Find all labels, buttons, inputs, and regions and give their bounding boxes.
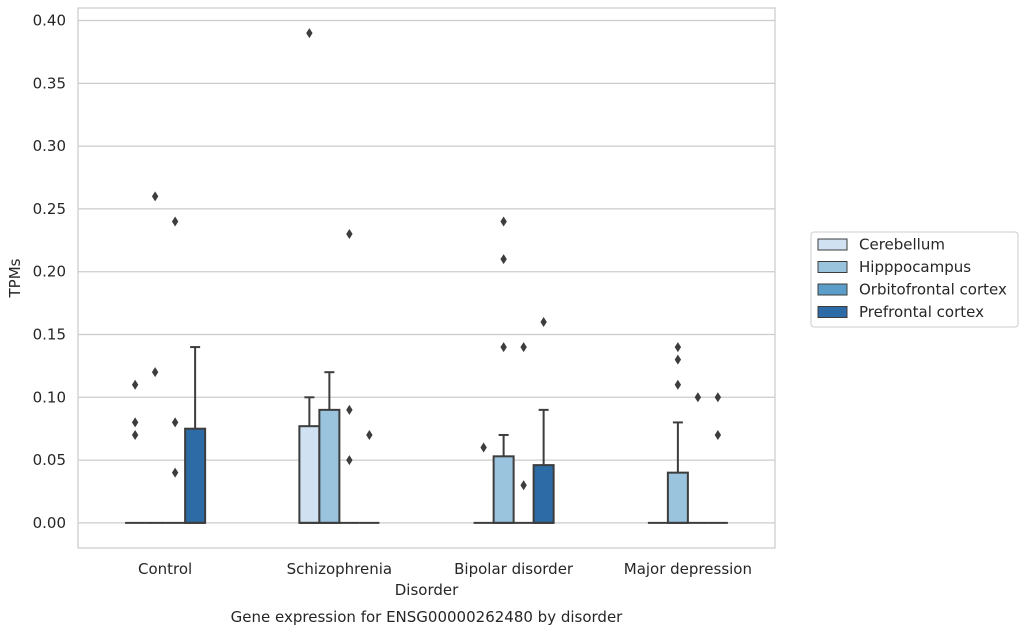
- box-group: [184, 346, 207, 524]
- y-tick-label: 0.30: [33, 137, 66, 155]
- outlier-point: [366, 429, 373, 440]
- y-tick-label: 0.35: [33, 74, 66, 92]
- y-tick-label: 0.05: [33, 451, 66, 469]
- outlier-point: [131, 417, 139, 428]
- outlier-point: [346, 404, 353, 415]
- legend-swatch: [817, 306, 848, 318]
- y-tick-label: 0.40: [33, 12, 66, 30]
- legend-swatch: [817, 261, 848, 273]
- box-group: [492, 433, 515, 524]
- x-axis-ticks: Control Schizophrenia Bipolar disorder Majo…: [138, 560, 752, 578]
- outlier-point: [306, 28, 313, 39]
- y-axis-ticks: 0.00 0.05 0.10 0.15 0.20 0.25 0.30 0.35 0.40: [33, 12, 66, 532]
- outlier-point: [674, 342, 682, 353]
- outlier-point: [131, 379, 139, 390]
- outlier-point: [346, 229, 353, 240]
- outlier-point: [520, 480, 527, 491]
- legend-label: Prefrontal cortex: [859, 303, 984, 321]
- box-group: [532, 408, 555, 524]
- outlier-point: [131, 429, 139, 440]
- legend-frame: [810, 231, 1019, 328]
- box-rect: [492, 455, 515, 524]
- legend-label: Hipppocampus: [859, 258, 971, 276]
- legend-swatch: [817, 283, 848, 296]
- gridlines: [78, 19, 775, 524]
- x-tick-label: Control: [138, 560, 192, 578]
- plot-frame: [77, 7, 776, 549]
- outlier-point: [346, 455, 353, 466]
- chart-caption: Gene expression for ENSG00000262480 by d…: [231, 608, 624, 626]
- outlier-point: [714, 429, 722, 440]
- legend-label: Cerebellum: [859, 236, 945, 254]
- x-tick-label: Major depression: [624, 560, 752, 578]
- box-rect: [298, 425, 321, 524]
- outlier-point: [171, 417, 179, 428]
- outlier-point: [151, 191, 159, 202]
- outlier-point: [151, 367, 159, 378]
- outliers: [131, 28, 722, 491]
- box-rect: [666, 471, 689, 524]
- y-tick-label: 0.00: [33, 514, 66, 532]
- legend: Cerebellum Hipppocampus Orbitofrontal cort…: [810, 231, 1019, 328]
- boxes: [125, 346, 728, 524]
- outlier-point: [520, 342, 527, 353]
- x-axis-label: Disorder: [395, 581, 459, 599]
- outlier-point: [694, 392, 702, 403]
- outlier-point: [171, 216, 179, 227]
- outlier-point: [674, 354, 682, 365]
- box-rect: [532, 464, 555, 524]
- outlier-point: [500, 342, 507, 353]
- box-rect: [318, 408, 341, 524]
- legend-label: Orbitofrontal cortex: [859, 281, 1007, 299]
- box-group: [298, 396, 321, 524]
- y-tick-label: 0.10: [33, 388, 66, 406]
- outlier-point: [480, 442, 487, 453]
- y-tick-label: 0.15: [33, 326, 66, 344]
- y-tick-label: 0.25: [33, 200, 66, 218]
- outlier-point: [714, 392, 722, 403]
- outlier-point: [500, 254, 507, 265]
- y-tick-label: 0.20: [33, 263, 66, 281]
- x-tick-label: Schizophrenia: [287, 560, 392, 578]
- box-group: [318, 371, 341, 524]
- outlier-point: [171, 467, 179, 478]
- outlier-point: [674, 379, 682, 390]
- legend-swatch: [817, 238, 848, 251]
- outlier-point: [540, 316, 547, 327]
- y-axis-label: TPMs: [6, 258, 24, 298]
- x-tick-label: Bipolar disorder: [454, 560, 574, 578]
- outlier-point: [500, 216, 507, 227]
- box-rect: [184, 427, 207, 524]
- box-group: [666, 421, 689, 524]
